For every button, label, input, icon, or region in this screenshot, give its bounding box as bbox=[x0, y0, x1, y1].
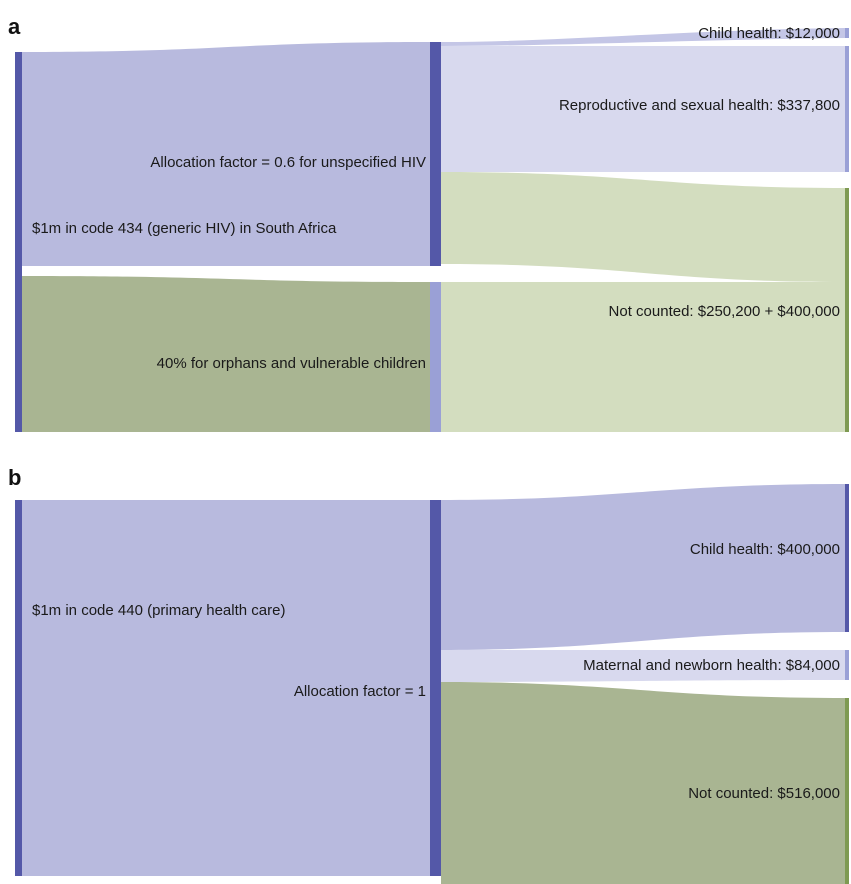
node-b-maternal-bar bbox=[845, 650, 849, 680]
label-a-allocation: Allocation factor = 0.6 for unspecified … bbox=[150, 154, 426, 171]
flow-a-allocation-to-not-counted bbox=[441, 172, 845, 282]
flow-a-allocation-to-child-health bbox=[441, 28, 845, 46]
label-a-source: $1m in code 434 (generic HIV) in South A… bbox=[32, 220, 337, 237]
node-a-source-bar bbox=[15, 52, 22, 432]
label-a-reproductive: Reproductive and sexual health: $337,800 bbox=[559, 97, 840, 114]
flow-b-allocation-to-not-counted bbox=[441, 682, 845, 884]
flow-b-allocation-to-maternal bbox=[441, 650, 845, 682]
node-a-allocation-bar bbox=[430, 42, 441, 266]
label-a-child-health: Child health: $12,000 bbox=[698, 25, 840, 42]
node-b-allocation-bar bbox=[430, 500, 441, 876]
flow-a-orphans-to-not-counted bbox=[441, 282, 845, 432]
label-b-not-counted: Not counted: $516,000 bbox=[688, 785, 840, 802]
label-b-allocation: Allocation factor = 1 bbox=[294, 683, 426, 700]
node-a-not-counted-bar bbox=[845, 188, 849, 432]
node-b-source-bar bbox=[15, 500, 22, 876]
node-a-reproductive-bar bbox=[845, 46, 849, 172]
panel-b: b $1m in code 440 (primary health care) … bbox=[8, 465, 849, 884]
flow-a-source-to-orphans bbox=[22, 276, 430, 432]
label-b-maternal: Maternal and newborn health: $84,000 bbox=[583, 657, 840, 674]
flow-b-source-to-allocation bbox=[22, 500, 430, 876]
label-a-not-counted: Not counted: $250,200 + $400,000 bbox=[609, 303, 840, 320]
flow-a-allocation-to-reproductive bbox=[441, 46, 845, 172]
node-a-orphans-bar bbox=[430, 282, 441, 432]
label-b-child-health: Child health: $400,000 bbox=[690, 541, 840, 558]
panel-a: a Allocation factor = 0.6 for unspecifie… bbox=[8, 14, 849, 432]
node-a-child-health-bar bbox=[845, 28, 849, 38]
label-a-orphans: 40% for orphans and vulnerable children bbox=[157, 355, 426, 372]
flow-a-source-to-allocation bbox=[22, 42, 430, 266]
panel-b-letter: b bbox=[8, 465, 21, 490]
node-b-child-health-bar bbox=[845, 484, 849, 632]
flow-b-allocation-to-child-health bbox=[441, 484, 845, 650]
label-b-source: $1m in code 440 (primary health care) bbox=[32, 602, 285, 619]
node-b-not-counted-bar bbox=[845, 698, 849, 884]
panel-a-letter: a bbox=[8, 14, 21, 39]
